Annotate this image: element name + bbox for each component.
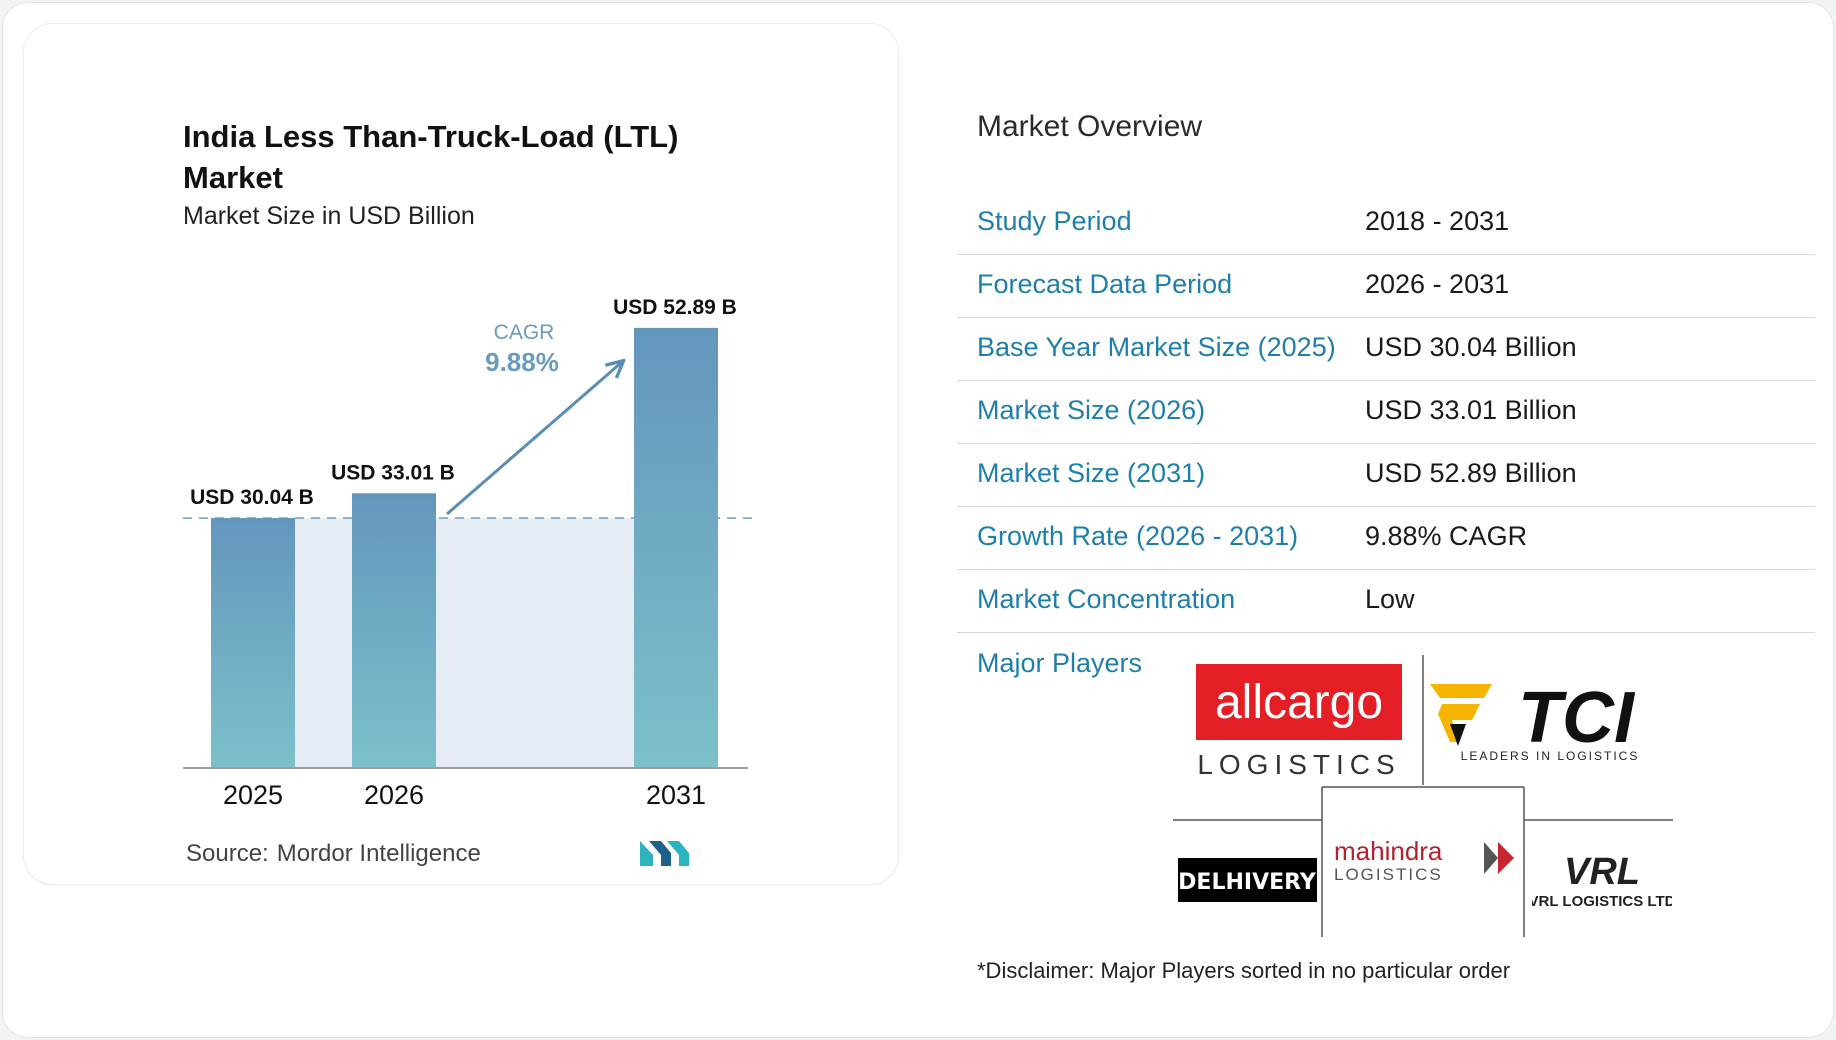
allcargo-logo-subtext: LOGISTICS [1197,749,1400,780]
allcargo-logo-text: allcargo [1215,676,1383,729]
chart-subtitle: Market Size in USD Billion [183,202,475,230]
source-name: Mordor Intelligence [276,840,481,867]
overview-value: Low [1365,584,1415,614]
bar-2031 [634,327,718,768]
overview-value: USD 30.04 Billion [1365,332,1577,362]
cagr-value: 9.88% [485,347,559,377]
source-note: Source: Mordor Intelligence [186,840,481,868]
allcargo-logo: allcargo LOGISTICS [1196,664,1402,780]
source-label: Source: [186,840,269,867]
tci-logo-subtext: LEADERS IN LOGISTICS [1461,749,1640,762]
overview-label: Market Concentration [977,584,1236,614]
overview-row-base-year-size: Base Year Market Size (2025) USD 30.04 B… [957,318,1815,381]
overview-row-growth-rate: Growth Rate (2026 - 2031) 9.88% CAGR [957,507,1815,570]
overview-row-market-size-2031: Market Size (2031) USD 52.89 Billion [957,444,1815,507]
vrl-logo-text: VRL [1564,851,1640,893]
mahindra-logistics-logo: mahindra LOGISTICS [1334,836,1514,884]
chart-title: India Less Than-Truck-Load (LTL) Market [183,119,679,195]
category-label-2026: 2026 [364,780,424,810]
cagr-label: CAGR [494,321,555,344]
overview-label: Base Year Market Size (2025) [977,332,1336,362]
overview-row-study-period: Study Period 2018 - 2031 [957,192,1815,255]
market-overview-table: Study Period 2018 - 2031 Forecast Data P… [957,192,1815,633]
overview-value: 2026 - 2031 [1365,269,1510,299]
overview-row-market-size-2026: Market Size (2026) USD 33.01 Billion [957,381,1815,444]
overview-row-concentration: Market Concentration Low [957,570,1815,633]
mahindra-logo-subtext: LOGISTICS [1334,865,1443,884]
category-label-2031: 2031 [646,780,706,810]
overview-label: Market Size (2031) [977,458,1206,488]
overview-value: USD 33.01 Billion [1365,395,1577,425]
bar-2025 [211,518,295,768]
value-label-2026: USD 33.01 B [331,461,455,484]
delhivery-logo: DELHIVERY [1178,858,1317,902]
value-label-2031: USD 52.89 B [613,296,737,319]
bar-2026 [352,493,436,768]
disclaimer-note: *Disclaimer: Major Players sorted in no … [977,958,1511,983]
delhivery-logo-text: DELHIVERY [1178,870,1317,895]
vrl-logistics-logo: VRL VRL LOGISTICS LTD [1532,851,1672,910]
overview-label: Forecast Data Period [977,269,1233,299]
overview-value: USD 52.89 Billion [1365,458,1577,488]
overview-label: Market Size (2026) [977,395,1206,425]
cagr-arrow [446,362,622,516]
overview-row-forecast-period: Forecast Data Period 2026 - 2031 [957,255,1815,318]
mahindra-logo-text: mahindra [1334,836,1443,866]
tci-logo: TCI LEADERS IN LOGISTICS [1430,680,1640,762]
major-players-label: Major Players [977,648,1143,678]
tci-logo-text: TCI [1518,680,1636,758]
category-label-2025: 2025 [223,780,283,810]
market-overview-title: Market Overview [977,110,1203,143]
overview-label: Study Period [977,206,1132,236]
overview-value: 2018 - 2031 [1365,206,1510,236]
overview-label: Growth Rate (2026 - 2031) [977,521,1299,551]
vrl-logo-subtext: VRL LOGISTICS LTD [1532,893,1672,910]
mordor-intelligence-logo-icon [640,841,689,866]
value-label-2025: USD 30.04 B [190,486,314,509]
overview-value: 9.88% CAGR [1365,521,1528,551]
